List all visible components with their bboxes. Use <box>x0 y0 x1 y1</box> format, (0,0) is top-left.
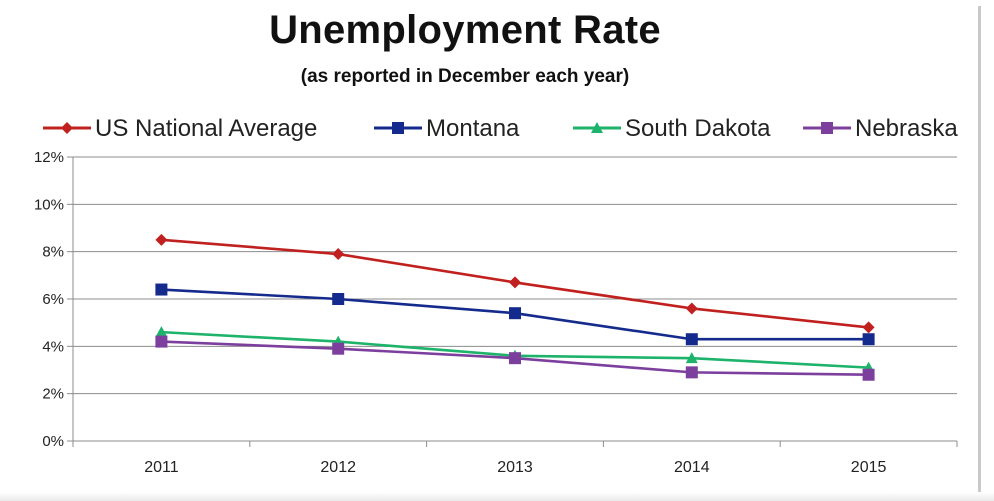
chart-title: Unemployment Rate <box>269 8 661 52</box>
axes: 0% 2% 4% 6% 8% 10% 12% 2011 2012 2013 2014 2015 <box>34 149 958 476</box>
series-montana <box>155 283 875 346</box>
y-tick-label: 10% <box>34 196 64 213</box>
series-us-national-average <box>155 233 875 334</box>
data-point <box>509 276 521 289</box>
legend-marker <box>821 122 833 134</box>
y-tick-label: 4% <box>42 338 64 355</box>
data-point <box>685 352 698 364</box>
data-point <box>332 342 345 355</box>
data-point <box>862 321 875 334</box>
x-tick-label: 2013 <box>497 459 533 476</box>
data-point <box>155 283 168 296</box>
x-tick-label: 2014 <box>674 459 710 476</box>
legend-marker <box>61 122 73 134</box>
y-tick-label: 8% <box>42 244 64 261</box>
gridlines <box>73 156 957 395</box>
legend-label: Montana <box>426 115 520 142</box>
data-point <box>685 302 698 315</box>
legend: US National Average Montana South Dakota Ne… <box>43 115 958 142</box>
data-point <box>155 335 168 348</box>
legend-label: US National Average <box>95 115 317 142</box>
data-point <box>685 333 698 346</box>
legend-label: Nebraska <box>855 115 958 142</box>
legend-marker <box>392 122 404 134</box>
data-point <box>509 352 521 365</box>
legend-item: Montana <box>374 115 520 142</box>
data-point <box>862 368 875 381</box>
legend-marker <box>591 122 603 133</box>
series-south-dakota <box>155 326 875 373</box>
frame-shadow <box>0 492 994 501</box>
y-tick-label: 0% <box>42 433 64 450</box>
data-point <box>685 366 698 379</box>
series-nebraska <box>155 335 875 381</box>
legend-item: South Dakota <box>573 115 771 142</box>
legend-item: Nebraska <box>803 115 958 142</box>
y-tick-label: 12% <box>34 149 64 166</box>
data-point <box>332 293 345 305</box>
series-group <box>155 233 875 381</box>
legend-item: US National Average <box>43 115 317 142</box>
data-point <box>862 333 875 346</box>
y-tick-label: 2% <box>42 386 64 403</box>
data-point <box>509 307 521 320</box>
legend-label: South Dakota <box>625 115 771 142</box>
x-tick-label: 2015 <box>851 459 887 476</box>
x-tick-label: 2012 <box>320 459 356 476</box>
data-point <box>155 326 168 338</box>
chart-subtitle: (as reported in December each year) <box>300 66 630 87</box>
y-tick-label: 6% <box>42 291 64 308</box>
data-point <box>332 248 345 261</box>
x-tick-label: 2011 <box>144 459 179 476</box>
frame-border <box>978 6 981 496</box>
data-point <box>155 233 168 246</box>
